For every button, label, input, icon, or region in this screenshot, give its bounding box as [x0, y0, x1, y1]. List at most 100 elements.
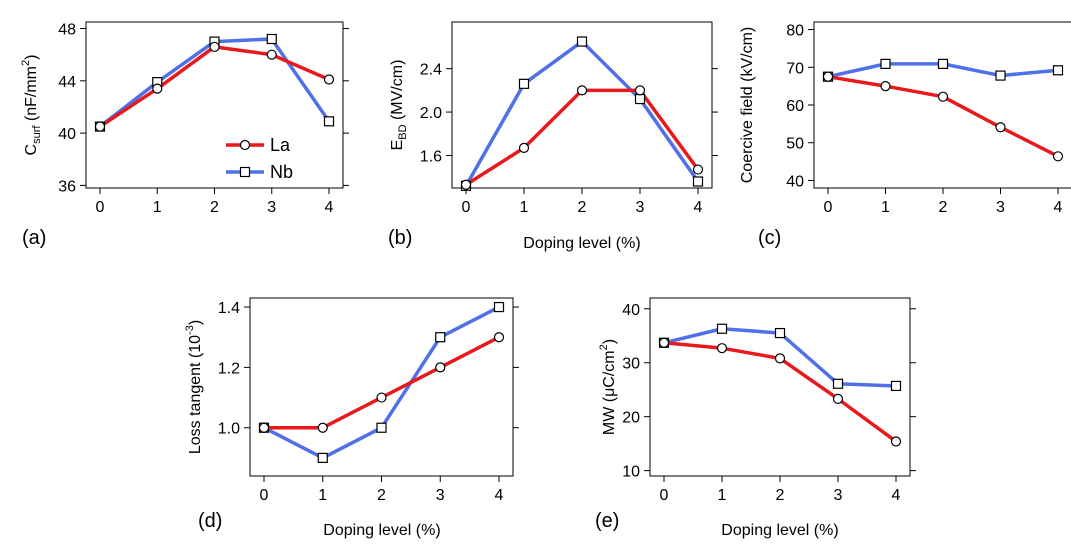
- y-axis-label-sup: 2: [20, 60, 32, 66]
- y-axis-label-main: C: [23, 144, 40, 156]
- data-point-Nb: [774, 327, 786, 339]
- plot-frame: [451, 21, 713, 189]
- x-tick-label: 2: [578, 199, 587, 216]
- y-tick-label: 1.2: [218, 360, 240, 377]
- data-point-La: [435, 362, 446, 373]
- y-tick-label: 40: [622, 302, 640, 319]
- data-point-La: [518, 142, 530, 153]
- data-point-Nb: [937, 58, 949, 69]
- series-line-La: [99, 45, 330, 129]
- data-point-Nb: [435, 332, 446, 343]
- x-tick-label: 4: [325, 199, 334, 216]
- panel-label: (d): [198, 510, 222, 532]
- x-tick-label: 2: [210, 199, 219, 216]
- data-point-Nb: [716, 323, 728, 334]
- y-tick-label: 40: [786, 173, 804, 190]
- x-tick-label: 2: [776, 487, 785, 504]
- data-point-Nb: [634, 93, 646, 105]
- x-tick-label: 2: [377, 487, 386, 504]
- y-axis-label-sup: -3: [184, 325, 196, 335]
- data-point-La: [152, 83, 163, 94]
- data-point-La: [317, 422, 328, 433]
- data-point-Nb: [266, 33, 277, 45]
- series-line-Nb: [263, 305, 500, 460]
- legend-label-Nb: Nb: [270, 162, 293, 182]
- x-tick-label: 0: [660, 487, 669, 504]
- data-point-La: [493, 332, 505, 343]
- data-point-La: [832, 393, 844, 404]
- y-axis-label-close: ): [23, 55, 40, 60]
- data-point-La: [209, 41, 220, 52]
- chart-panel-3: 0 1 2 3 4 1.0 1.2 1.4 Loss tangent (10-3) Doping …: [184, 297, 519, 539]
- y-axis-label-unit: (nF/mm: [23, 66, 40, 126]
- data-point-La: [692, 164, 704, 175]
- legend-marker-La: [239, 139, 251, 151]
- plot-frame: [813, 21, 1071, 189]
- y-axis-label-close: ): [601, 339, 618, 344]
- x-tick-label: 3: [636, 199, 645, 216]
- data-point-La: [576, 85, 588, 96]
- data-point-La: [94, 121, 106, 132]
- y-tick-label: 2.0: [420, 105, 442, 122]
- legend-label-La: La: [270, 135, 291, 155]
- x-axis-label: Doping level (%): [523, 235, 640, 252]
- series-line-La: [264, 335, 500, 430]
- y-axis-label-unit: (MV/cm): [389, 60, 406, 125]
- x-tick-label: 1: [520, 199, 529, 216]
- y-tick-label: 1.6: [420, 148, 442, 165]
- x-tick-label: 1: [881, 199, 890, 216]
- series-line-La: [827, 74, 1059, 158]
- x-axis-label: Doping level (%): [721, 522, 838, 539]
- y-axis-label-main: Loss tangent (10: [187, 335, 204, 454]
- y-axis-label: Loss tangent (10-3): [184, 320, 204, 454]
- data-point-La: [716, 343, 728, 354]
- y-tick-label: 2.4: [420, 62, 442, 79]
- x-tick-label: 4: [1054, 199, 1063, 216]
- data-point-La: [1052, 151, 1064, 162]
- panel-label: (a): [22, 227, 46, 249]
- y-axis-label-main: MW (μC/cm: [601, 350, 618, 435]
- y-axis-label: Csurf (nF/mm2): [20, 55, 43, 156]
- y-tick-label: 50: [786, 136, 804, 153]
- data-point-La: [658, 337, 670, 348]
- data-point-Nb: [376, 422, 387, 433]
- data-point-La: [880, 81, 891, 92]
- y-tick-label: 80: [786, 23, 804, 40]
- data-point-La: [822, 71, 834, 82]
- data-point-La: [937, 91, 949, 102]
- data-point-Nb: [1052, 65, 1064, 76]
- legend: La Nb: [226, 135, 293, 182]
- chart-panel-1: 0 1 2 3 4 1.6 2.0 2.4 EBD (MV/cm) Doping level (%…: [388, 21, 718, 252]
- series-line-La: [465, 88, 700, 187]
- y-axis-label-sub: surf: [31, 125, 43, 144]
- y-axis-label-sup: 2: [598, 344, 610, 350]
- data-point-La: [460, 179, 472, 190]
- x-tick-label: 0: [462, 199, 471, 216]
- y-axis-label-sub: BD: [397, 124, 409, 139]
- x-tick-label: 1: [318, 487, 327, 504]
- y-tick-label: 44: [58, 74, 76, 91]
- data-point-Nb: [692, 176, 704, 187]
- x-tick-label: 1: [153, 199, 162, 216]
- data-point-Nb: [832, 378, 844, 389]
- y-tick-label: 70: [786, 60, 804, 77]
- legend-marker-Nb: [239, 166, 251, 178]
- panel-label: (e): [595, 510, 619, 532]
- data-point-La: [376, 392, 387, 403]
- y-tick-label: 10: [622, 464, 640, 481]
- y-axis-label-close: ): [187, 320, 204, 325]
- y-tick-label: 48: [58, 22, 76, 39]
- data-point-La: [774, 353, 786, 364]
- y-tick-label: 36: [58, 178, 76, 195]
- x-tick-label: 0: [824, 199, 833, 216]
- y-tick-label: 60: [786, 98, 804, 115]
- y-tick-label: 1.0: [218, 421, 240, 438]
- data-point-Nb: [317, 452, 328, 463]
- y-tick-label: 40: [58, 126, 76, 143]
- data-point-La: [323, 74, 335, 85]
- y-axis-label-main: Coercive field (kV/cm): [739, 27, 756, 183]
- data-point-La: [634, 85, 646, 96]
- x-tick-label: 4: [694, 199, 703, 216]
